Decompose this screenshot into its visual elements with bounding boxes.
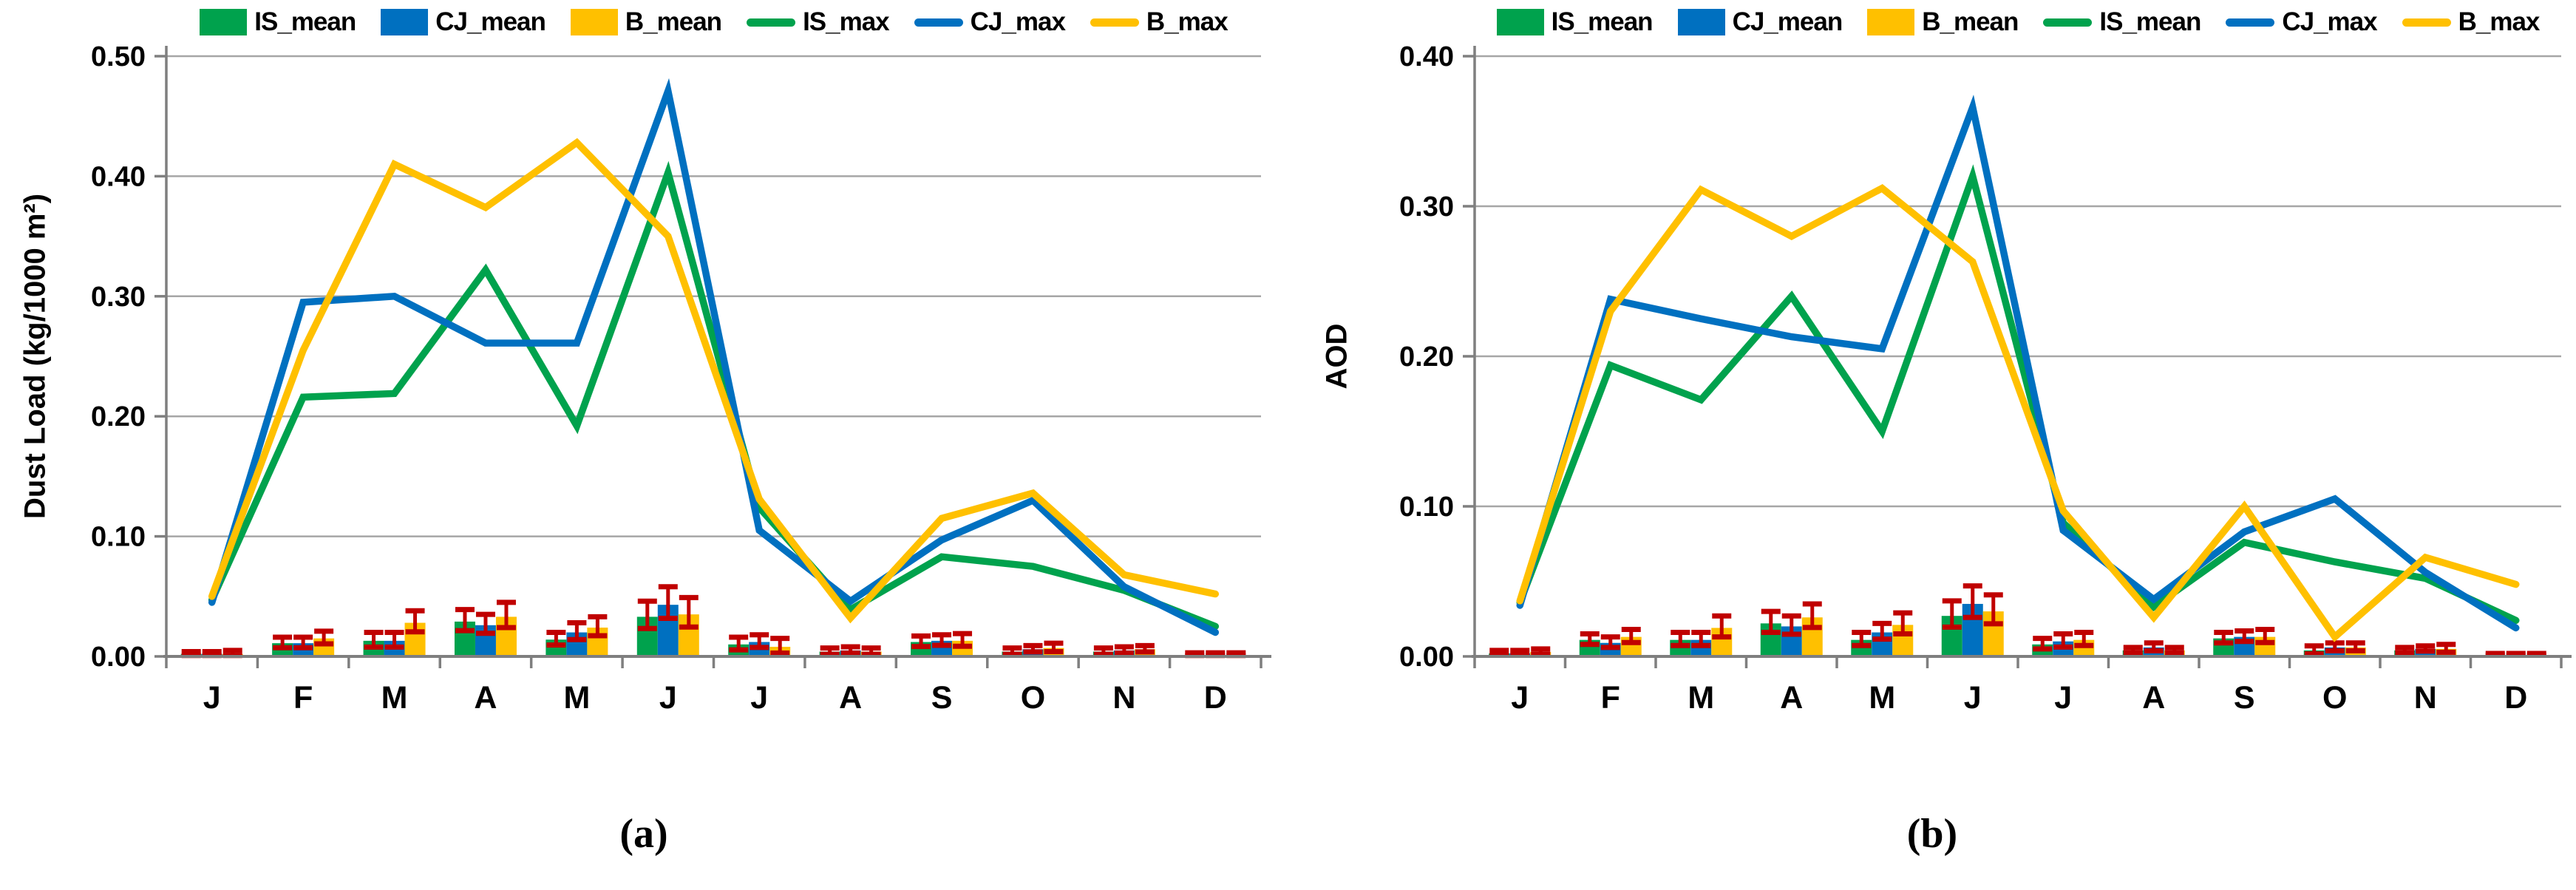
x-category-label: J [203, 680, 221, 716]
legend-label: CJ_mean [1732, 7, 1843, 36]
y-tick-label: 0.10 [1399, 492, 1454, 523]
line-B_max [1516, 183, 2520, 642]
legend-box-swatch-B_mean [570, 9, 618, 35]
y-tick-label: 0.30 [1399, 191, 1454, 222]
legend-label: IS_mean [1551, 7, 1654, 36]
y-axis-title-b: AOD [1320, 323, 1353, 390]
chart-b: 0.00 0.10 0.20 0.30 0.40 J F M A M J J A S O N D [1399, 41, 2572, 716]
y-tick-label: 0.20 [91, 401, 146, 432]
x-category-label: M [563, 680, 590, 716]
chart-panel-b: 0.00 0.10 0.20 0.30 0.40 J F M A M J J A S O N D IS_mean… [1288, 0, 2576, 890]
y-tick-label: 0.50 [91, 41, 146, 72]
chart-panel-a: 0.00 0.10 0.20 0.30 0.40 0.50 J F M A M J J A S O N D IS_… [18, 1, 1271, 857]
x-category-label: A [474, 680, 497, 716]
x-category-label: D [1204, 680, 1227, 716]
y-tick-label: 0.30 [91, 282, 146, 313]
legend-item-B_max: B_max [2402, 7, 2540, 37]
legend-line-swatch-B_max [2402, 18, 2451, 27]
legend-label: CJ_mean [435, 7, 546, 36]
x-category-label: M [1688, 680, 1714, 716]
legend-line-swatch-IS_max [747, 18, 796, 27]
x-category-label: S [931, 680, 953, 716]
line-CJ_max [208, 78, 1220, 636]
x-category-label: O [2322, 680, 2347, 716]
x-category-label: M [381, 680, 408, 716]
x-category-label: N [2414, 680, 2437, 716]
x-category-label: F [1601, 680, 1620, 716]
legend-label: CJ_max [2282, 7, 2377, 36]
legend-item-B_mean: B_mean [570, 7, 722, 37]
legend-box-swatch-CJ_mean [381, 9, 429, 35]
legend-box-swatch-CJ_mean [1677, 9, 1725, 35]
x-category-label: J [1511, 680, 1529, 716]
legend-box-swatch-IS_mean [200, 9, 248, 35]
chart-a: 0.00 0.10 0.20 0.30 0.40 0.50 J F M A M J J A S O N D [91, 41, 1271, 716]
legend-box-swatch-B_mean [1867, 9, 1915, 35]
legend-item-CJ_max: CJ_max [914, 7, 1066, 37]
legend-label: IS_mean [254, 7, 356, 36]
x-category-label: J [1964, 680, 1982, 716]
x-category-label: A [2142, 680, 2165, 716]
x-category-label: O [1021, 680, 1045, 716]
legend-label: IS_max [803, 7, 890, 36]
y-axis-title-a: Dust Load (kg/1000 m²) [18, 193, 52, 520]
legend-item-CJ_max: CJ_max [2226, 7, 2378, 37]
legend-line-swatch-CJ_max [2226, 18, 2275, 27]
y-tick-label: 0.00 [91, 642, 146, 673]
x-category-label: A [1780, 680, 1803, 716]
legend-a: IS_mean CJ_mean B_mean IS_max CJ_max B_max [166, 1, 1261, 43]
y-tick-label: 0.20 [1399, 342, 1454, 373]
x-category-label: J [2054, 680, 2072, 716]
caption-a: (a) [619, 811, 668, 857]
x-category-label: J [750, 680, 768, 716]
legend-label: IS_mean [2099, 7, 2201, 36]
line-IS_max [208, 160, 1220, 631]
legend-item-CJ_mean: CJ_mean [381, 7, 546, 37]
legend-label: B_max [1146, 7, 1228, 36]
legend-label: CJ_max [970, 7, 1066, 36]
legend-b: IS_mean CJ_mean B_mean IS_mean CJ_max B_max [1475, 1, 2561, 43]
legend-label: B_max [2458, 7, 2541, 36]
legend-item-IS_max: IS_max [747, 7, 890, 37]
legend-box-swatch-IS_mean [1496, 9, 1544, 35]
legend-item-CJ_mean: CJ_mean [1677, 7, 1843, 37]
line-B_max [208, 137, 1220, 624]
x-category-label: A [839, 680, 862, 716]
legend-item-B_mean: B_mean [1867, 7, 2019, 37]
y-tick-label: 0.40 [91, 161, 146, 192]
legend-item-IS_mean: IS_mean [200, 7, 356, 37]
caption-b: (b) [1906, 811, 1958, 857]
x-category-label: S [2234, 680, 2255, 716]
legend-line-swatch-IS_mean [2043, 18, 2093, 27]
y-tick-label: 0.10 [91, 522, 146, 553]
line-CJ_max [1516, 95, 2520, 632]
x-category-label: N [1112, 680, 1135, 716]
x-category-label: M [1869, 680, 1895, 716]
x-category-label: J [659, 680, 677, 716]
x-category-label: F [293, 680, 313, 716]
legend-item-IS_mean: IS_mean [2043, 7, 2201, 37]
legend-label: B_mean [625, 7, 722, 36]
y-tick-label: 0.00 [1399, 642, 1454, 673]
line-IS_mean [1516, 164, 2520, 625]
x-category-label: D [2504, 680, 2527, 716]
legend-label: B_mean [1922, 7, 2019, 36]
legend-item-B_max: B_max [1090, 7, 1228, 37]
legend-line-swatch-CJ_max [914, 18, 963, 27]
y-tick-label: 0.40 [1399, 41, 1454, 72]
legend-item-IS_mean: IS_mean [1496, 7, 1654, 37]
legend-line-swatch-B_max [1090, 18, 1139, 27]
